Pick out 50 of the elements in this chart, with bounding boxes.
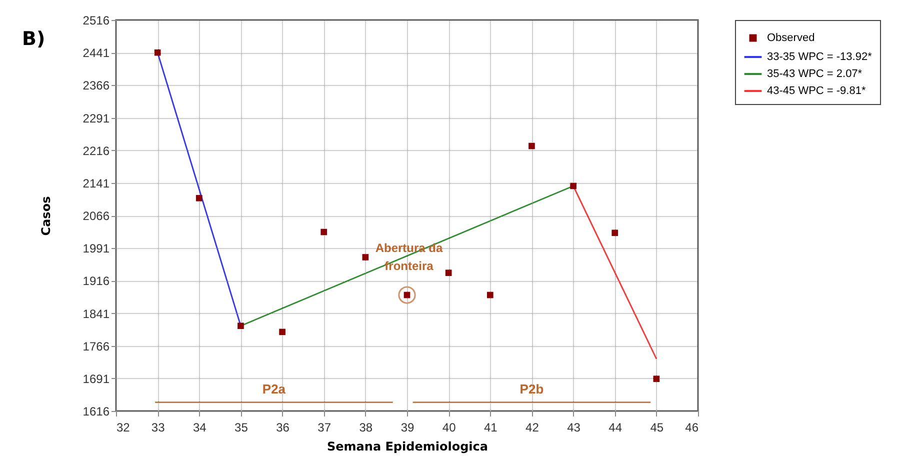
- y-tick-label: 2216: [82, 144, 110, 158]
- x-axis-title: Semana Epidemiologica: [327, 440, 488, 454]
- x-tick-label: 41: [484, 420, 498, 434]
- x-tick-label: 35: [234, 420, 248, 434]
- annotation: P2b: [520, 381, 544, 396]
- y-tick-label: 1841: [82, 306, 110, 321]
- legend-label: 35-43 WPC = 2.07*: [767, 68, 863, 80]
- legend-label: 43-45 WPC = -9.81*: [767, 85, 866, 97]
- x-tick-label: 33: [151, 420, 166, 434]
- x-tick-label: 45: [650, 420, 664, 434]
- point: [528, 142, 535, 150]
- x-tick-label: 42: [526, 420, 540, 434]
- x-tick-label: 37: [318, 420, 332, 434]
- y-tick-label: 1691: [82, 372, 110, 386]
- point: [154, 49, 161, 56]
- x-tick-label: 46: [685, 420, 699, 434]
- x-tick-label: 32: [116, 420, 130, 434]
- y-tick-label: 1616: [82, 404, 110, 418]
- point: [362, 254, 369, 260]
- point: [486, 292, 494, 298]
- x-tick-label: 36: [276, 420, 290, 434]
- y-tick-label: 2441: [82, 46, 110, 60]
- y-tick-label: 2516: [82, 14, 110, 28]
- y-tick-label: 2141: [82, 176, 110, 190]
- y-tick-label: 2066: [82, 209, 110, 223]
- y-tick-label: 2291: [82, 111, 110, 126]
- x-tick-label: 44: [608, 420, 622, 434]
- annotation: Abertura da fronteira: [375, 241, 443, 274]
- y-tick-label: 1766: [82, 339, 110, 354]
- x-tick-label: 43: [567, 420, 581, 434]
- point: [238, 322, 244, 330]
- x-tick-label: 39: [400, 420, 414, 434]
- y-axis-title: Casos: [38, 196, 53, 236]
- y-tick-label: 1916: [82, 274, 110, 288]
- point: [320, 228, 328, 236]
- point: [279, 328, 286, 336]
- text: B): [22, 28, 46, 50]
- legend-label: 33-35 WPC = -13.92*: [767, 51, 873, 63]
- x-tick-label: 34: [192, 420, 207, 434]
- annotation: P2a: [262, 381, 286, 396]
- point: [445, 270, 452, 276]
- y-tick-label: 2366: [82, 78, 110, 93]
- x-tick-label: 40: [442, 420, 456, 434]
- point: [653, 376, 660, 382]
- y-tick-label: 1991: [82, 242, 110, 256]
- x-tick-label: 38: [359, 420, 373, 434]
- point: [612, 230, 618, 236]
- point: [196, 194, 202, 202]
- point: [570, 182, 576, 190]
- legend-label: Observed: [767, 32, 815, 44]
